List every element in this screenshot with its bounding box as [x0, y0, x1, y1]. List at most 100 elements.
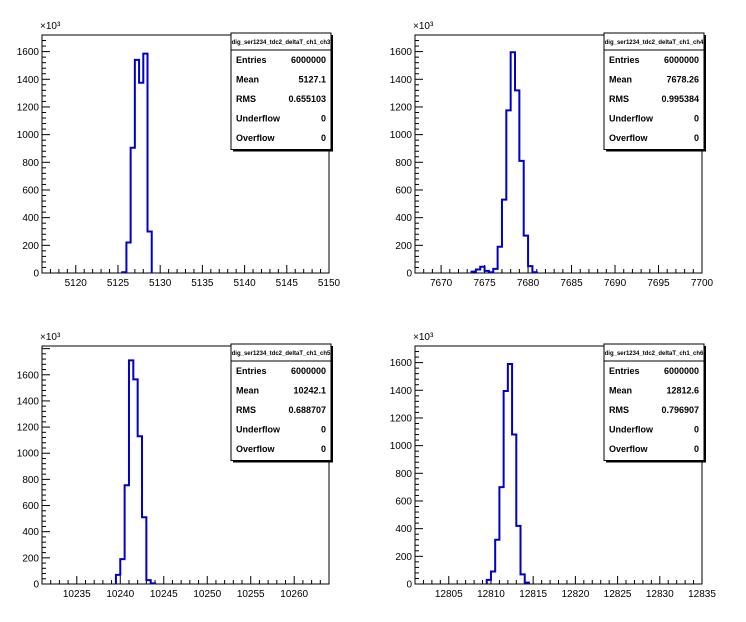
- histogram-bin: [151, 583, 155, 584]
- stats-label: Entries: [609, 55, 640, 65]
- histogram-bin: [493, 269, 497, 273]
- stats-box-frame: [603, 32, 705, 150]
- stats-label: Mean: [609, 386, 632, 396]
- y-tick-label: 600: [395, 185, 412, 196]
- histogram-panel-2: ×10³ 7670 7675 7680 7685 7690 7695 7700 0 200 400 6…: [390, 21, 714, 289]
- stats-value: 0.688707: [288, 405, 326, 415]
- x-tick-label: 7680: [517, 278, 540, 289]
- stats-label: RMS: [236, 405, 256, 415]
- histogram-bin: [116, 575, 120, 584]
- histogram-bin: [498, 247, 502, 273]
- stats-value: 0: [694, 444, 699, 454]
- y-tick-label: 800: [22, 475, 39, 486]
- histogram-bin: [532, 272, 536, 273]
- stats-box: dig_ser1234_tdc2_deltaT_ch1_ch5 Entries 60…: [230, 343, 333, 463]
- x-tick-label: 5130: [149, 278, 172, 289]
- histogram-bin: [524, 236, 528, 273]
- x-tick-label: 12820: [561, 589, 589, 600]
- y-tick-label: 1200: [390, 102, 413, 113]
- stats-label: RMS: [609, 94, 629, 104]
- stats-label: Underflow: [236, 425, 281, 435]
- x-tick-label: 12830: [646, 589, 674, 600]
- histogram-bin: [485, 271, 489, 273]
- y-tick-label: 1400: [17, 75, 40, 86]
- y-tick-label: 0: [406, 580, 412, 591]
- stats-label: Overflow: [236, 444, 276, 454]
- y-tick-label: 1600: [17, 370, 40, 381]
- x-tick-label: 7685: [560, 278, 583, 289]
- stats-label: Mean: [236, 386, 259, 396]
- y-exponent-label: ×10³: [413, 332, 434, 343]
- stats-title: dig_ser1234_tdc2_deltaT_ch1_ch6: [605, 351, 704, 357]
- y-tick-label: 1000: [17, 449, 40, 460]
- histogram-bin: [125, 485, 129, 584]
- x-tick-label: 5120: [65, 278, 88, 289]
- stats-label: RMS: [609, 405, 629, 415]
- stats-value: 0: [694, 425, 699, 435]
- histogram-bin: [139, 83, 143, 273]
- stats-value: 0.995384: [661, 94, 699, 104]
- x-tick-label: 12805: [435, 589, 463, 600]
- histogram-bin: [519, 161, 523, 273]
- stats-label: Mean: [609, 75, 632, 85]
- histogram-bin: [487, 580, 491, 584]
- stats-label: RMS: [236, 94, 256, 104]
- y-tick-label: 1600: [17, 47, 40, 58]
- stats-value: 5127.1: [298, 75, 326, 85]
- x-tick-label: 10255: [237, 589, 265, 600]
- stats-box: dig_ser1234_tdc2_deltaT_ch1_ch6 Entries 60…: [603, 343, 706, 463]
- histogram-outline: [485, 362, 530, 584]
- histogram-bin: [476, 270, 480, 273]
- y-tick-label: 800: [395, 469, 412, 480]
- x-tick-label: 7670: [430, 278, 453, 289]
- histogram-bin: [148, 231, 152, 273]
- y-tick-label: 1200: [17, 102, 40, 113]
- y-tick-label: 400: [395, 524, 412, 535]
- stats-label: Overflow: [609, 444, 649, 454]
- y-tick-label: 600: [22, 185, 39, 196]
- y-tick-label: 0: [33, 580, 39, 591]
- histogram-bin: [129, 360, 133, 584]
- x-tick-label: 5150: [318, 278, 341, 289]
- y-tick-label: 1600: [390, 358, 413, 369]
- y-tick-label: 1200: [17, 423, 40, 434]
- histogram-bin: [502, 200, 506, 273]
- stats-label: Underflow: [609, 425, 654, 435]
- histogram-bin: [511, 52, 515, 273]
- stats-label: Mean: [236, 75, 259, 85]
- stats-value: 6000000: [291, 366, 326, 376]
- stats-value: 0.796907: [661, 405, 699, 415]
- stats-value: 0: [321, 425, 326, 435]
- histogram-bin: [122, 272, 126, 273]
- stats-label: Entries: [236, 55, 267, 65]
- histogram-panel-3: ×10³ 10235 10240 10245 10250 10255 10260 0 200 40…: [17, 332, 333, 600]
- stats-label: Overflow: [236, 133, 276, 143]
- stats-value: 6000000: [664, 366, 699, 376]
- y-tick-label: 400: [395, 213, 412, 224]
- histogram-bin: [506, 110, 510, 273]
- stats-box-frame: [230, 32, 332, 150]
- histogram-panel-4: ×10³ 12805 12810 12815 12820 12825 12830 12835 0…: [390, 332, 717, 600]
- stats-box-frame: [603, 343, 705, 461]
- x-tick-label: 10250: [193, 589, 221, 600]
- x-tick-label: 12810: [477, 589, 505, 600]
- histogram-bin: [508, 364, 512, 584]
- stats-value: 0: [321, 444, 326, 454]
- stats-label: Underflow: [236, 114, 281, 124]
- stats-value: 10242.1: [293, 386, 326, 396]
- x-tick-label: 12825: [604, 589, 632, 600]
- y-tick-label: 1000: [390, 441, 413, 452]
- histogram-outline: [121, 52, 153, 274]
- histogram-bin: [138, 436, 142, 584]
- y-tick-label: 200: [395, 241, 412, 252]
- stats-label: Underflow: [609, 114, 654, 124]
- histogram-bin: [525, 583, 529, 584]
- stats-label: Entries: [609, 366, 640, 376]
- stats-title: dig_ser1234_tdc2_deltaT_ch1_ch5: [232, 351, 331, 357]
- stats-value: 7678.26: [666, 75, 699, 85]
- histogram-bin: [131, 148, 135, 273]
- histogram-bin: [135, 60, 139, 273]
- stats-value: 0: [321, 114, 326, 124]
- histogram-bin: [472, 272, 476, 273]
